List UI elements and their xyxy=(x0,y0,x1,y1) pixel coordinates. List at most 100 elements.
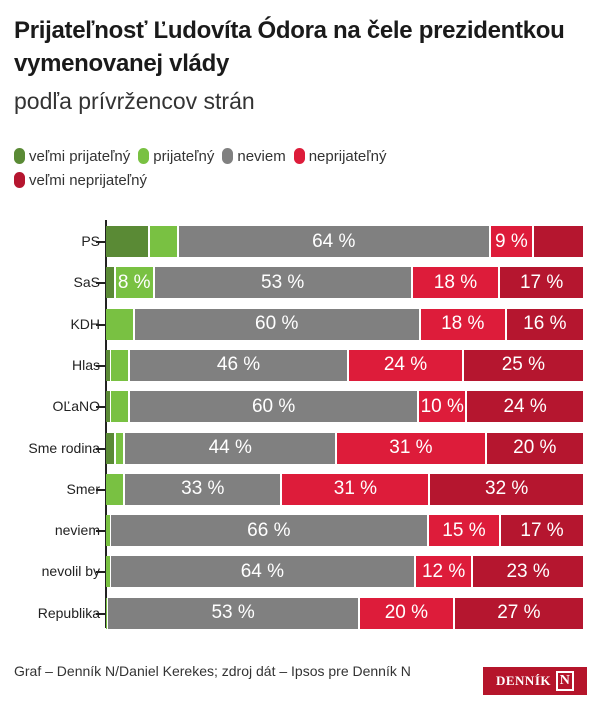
bar-segment: 60 % xyxy=(130,391,420,423)
data-label: 18 % xyxy=(433,271,478,293)
legend: veľmi prijateľný prijateľný neviem neprijat… xyxy=(14,145,494,193)
bar-segment: 9 % xyxy=(490,226,535,257)
bar-segment: 27 % xyxy=(454,597,583,629)
legend-swatch-icon xyxy=(14,148,25,164)
bar-row: 66 % 15 % 17 % xyxy=(106,515,583,547)
y-tick xyxy=(96,612,105,615)
bar-segment xyxy=(106,308,135,340)
bar-row: 8 % 53 % 18 % 17 % xyxy=(106,267,583,299)
data-label: 20 % xyxy=(513,437,557,458)
data-label: 8 % xyxy=(117,271,151,293)
data-label: 44 % xyxy=(208,437,252,458)
data-label: 32 % xyxy=(485,478,529,500)
data-label: 27 % xyxy=(497,602,541,624)
data-label: 31 % xyxy=(389,437,433,458)
category-label: PS xyxy=(81,233,100,249)
bar-segment: 24 % xyxy=(467,391,583,423)
bar-segment xyxy=(106,556,111,588)
y-tick xyxy=(96,406,105,409)
bar-segment: 8 % xyxy=(115,267,155,299)
bar-segment: 31 % xyxy=(282,473,431,505)
data-label: 60 % xyxy=(251,395,296,417)
bar-row: 33 % 31 % 32 % xyxy=(106,473,583,505)
data-label: 24 % xyxy=(503,395,547,417)
category-label: Hlas xyxy=(71,356,100,373)
bar-segment xyxy=(110,349,130,381)
data-label: 31 % xyxy=(333,478,378,500)
bar-segment xyxy=(110,391,131,423)
legend-swatch-icon xyxy=(222,148,234,164)
data-label: 25 % xyxy=(501,354,545,376)
legend-item: neviem xyxy=(222,145,286,169)
bar-segment xyxy=(106,515,111,547)
category-label: OĽaNO xyxy=(52,398,100,415)
legend-item: neprijateľný xyxy=(293,145,387,169)
legend-swatch-icon xyxy=(14,172,25,188)
bar-segment: 25 % xyxy=(463,349,583,381)
category-label: neviem xyxy=(54,522,100,539)
bar-segment: 33 % xyxy=(125,473,283,505)
data-label: 60 % xyxy=(255,313,299,335)
bar-segment: 31 % xyxy=(337,432,487,464)
data-label: 15 % xyxy=(442,519,486,541)
bar-segment: 32 % xyxy=(430,473,583,505)
bar-segment xyxy=(106,226,150,257)
bar-row: 64 % 9 % xyxy=(106,226,583,257)
bar-segment xyxy=(106,267,116,299)
bar-segment xyxy=(106,597,109,629)
bar-segment xyxy=(106,349,111,381)
bar-row: 44 % 31 % 20 % xyxy=(106,432,583,464)
y-tick xyxy=(96,282,105,285)
bar-segment xyxy=(534,226,583,257)
legend-label: prijateľný xyxy=(153,148,215,165)
category-label: Republika xyxy=(37,604,100,621)
bar-segment: 64 % xyxy=(179,226,491,257)
data-label: 9 % xyxy=(495,230,528,252)
legend-label: veľmi neprijateľný xyxy=(29,172,147,189)
y-tick xyxy=(96,241,105,243)
data-label: 20 % xyxy=(384,602,429,624)
bar-segment: 46 % xyxy=(129,349,350,381)
legend-label: neprijateľný xyxy=(308,148,387,165)
bar-row: 46 % 24 % 25 % xyxy=(106,349,583,381)
y-tick xyxy=(96,447,105,450)
bar-segment xyxy=(106,391,111,423)
category-label: KDH xyxy=(70,315,100,332)
bar-segment: 18 % xyxy=(412,267,501,299)
bar-segment xyxy=(106,473,126,505)
category-label: Sme rodina xyxy=(28,439,100,456)
legend-item: prijateľný xyxy=(138,145,214,169)
data-label: 64 % xyxy=(240,560,285,582)
bar-row: 64 % 12 % 23 % xyxy=(106,556,583,588)
data-label: 24 % xyxy=(383,354,428,376)
legend-swatch-icon xyxy=(293,148,305,164)
data-label: 16 % xyxy=(523,313,567,335)
bar-segment: 17 % xyxy=(501,515,583,547)
bar-segment: 24 % xyxy=(349,349,464,381)
y-tick xyxy=(96,571,105,574)
bar-segment xyxy=(115,432,126,464)
y-tick xyxy=(96,323,105,326)
data-label: 66 % xyxy=(247,519,291,541)
y-tick xyxy=(96,530,105,533)
data-label: 53 % xyxy=(261,271,305,293)
chart-subtitle: podľa prívržencov strán xyxy=(14,88,255,114)
data-label: 10 % xyxy=(420,395,464,417)
bar-segment: 53 % xyxy=(154,267,413,299)
bar-segment: 66 % xyxy=(110,515,429,547)
logo-n-icon: N xyxy=(556,671,574,691)
data-label: 33 % xyxy=(181,478,225,500)
source-credit: Graf – Denník N/Daniel Kerekes; zdroj dá… xyxy=(14,663,411,679)
denník-n-logo: DENNÍK N xyxy=(483,667,587,695)
bar-segment: 60 % xyxy=(134,308,421,340)
data-label: 23 % xyxy=(506,560,550,582)
data-label: 12 % xyxy=(421,560,466,582)
legend-item: veľmi prijateľný xyxy=(14,145,130,169)
bar-segment: 18 % xyxy=(420,308,507,340)
bar-segment xyxy=(106,432,116,464)
data-label: 64 % xyxy=(312,230,356,252)
bar-segment: 10 % xyxy=(419,391,468,423)
data-label: 18 % xyxy=(441,313,485,335)
logo-text: DENNÍK xyxy=(495,673,551,688)
y-axis-line xyxy=(105,220,107,628)
